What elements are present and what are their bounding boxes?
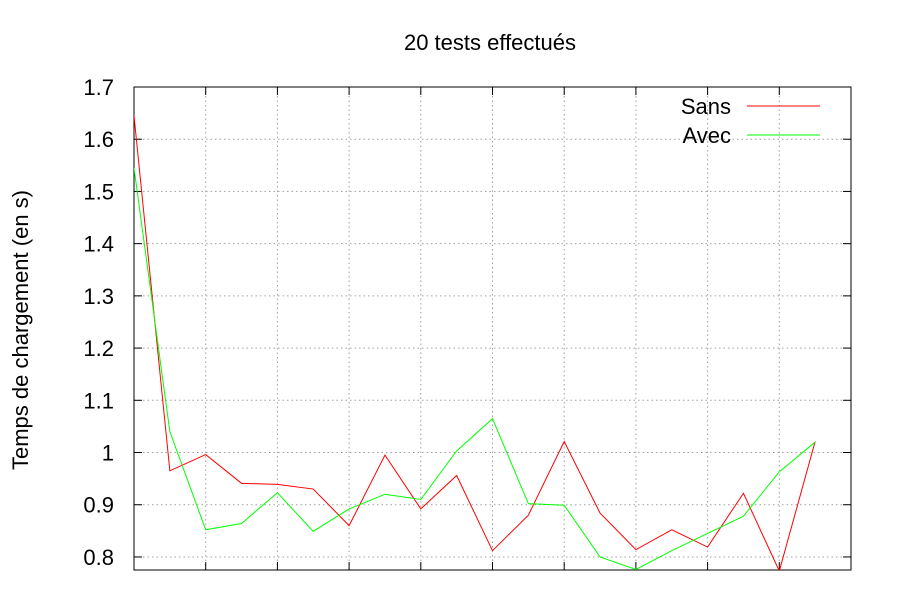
series-line-sans (134, 115, 816, 570)
y-tick-label: 1.7 (83, 75, 114, 100)
y-tick-label: 1.6 (83, 127, 114, 152)
axes: 0.8 0.9 1 1.1 1.2 1.3 1.4 1.5 1.6 1.7 (83, 75, 852, 571)
y-tick-label: 1 (102, 441, 114, 466)
chart-title: 20 tests effectués (404, 30, 576, 55)
y-tick-label: 0.9 (83, 493, 114, 518)
plot-frame (133, 86, 852, 571)
y-tick-label: 1.2 (83, 336, 114, 361)
y-tick-label: 1.5 (83, 179, 114, 204)
series-lines (134, 115, 816, 570)
legend: Sans Avec (681, 94, 820, 148)
series-line-avec (134, 167, 816, 570)
legend-label-sans: Sans (681, 94, 731, 119)
grid (134, 86, 851, 570)
y-axis-label: Temps de chargement (en s) (8, 190, 33, 470)
y-tick-label: 1.3 (83, 284, 114, 309)
y-tick-label: 1.1 (83, 388, 114, 413)
y-tick-label: 0.8 (83, 545, 114, 570)
legend-label-avec: Avec (682, 123, 731, 148)
y-tick-label: 1.4 (83, 232, 114, 257)
